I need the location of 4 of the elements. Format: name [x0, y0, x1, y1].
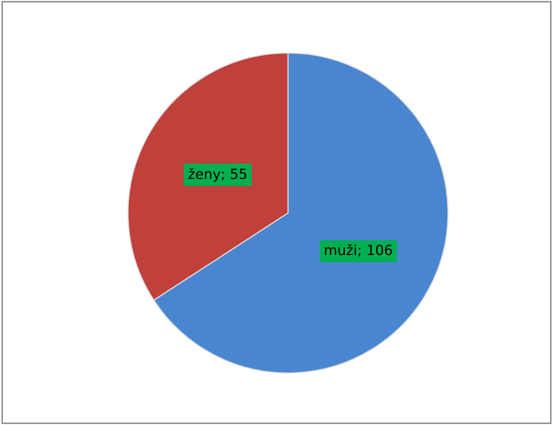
slice-label: muži	[325, 244, 356, 256]
data-label: ; 106	[358, 244, 392, 257]
slice-label: ženy	[188, 168, 220, 182]
data-label: ; 55	[222, 168, 246, 181]
